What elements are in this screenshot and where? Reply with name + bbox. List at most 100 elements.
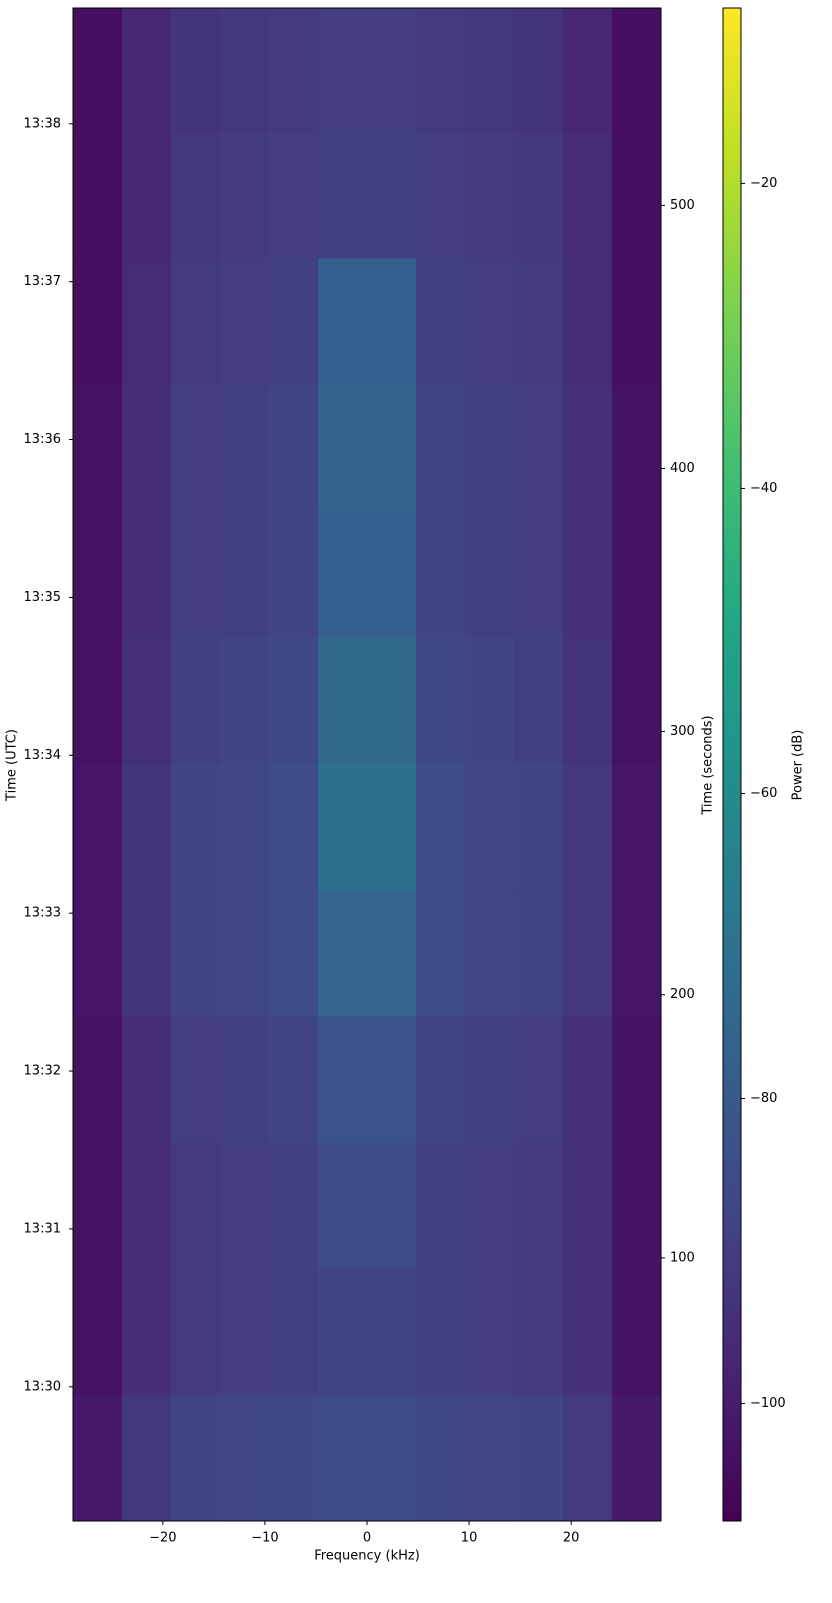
power-cell — [563, 1394, 613, 1522]
power-cell — [318, 8, 368, 133]
power-cell — [220, 8, 270, 133]
power-cell — [269, 8, 319, 133]
x-tick-label: −20 — [149, 1531, 176, 1546]
power-cell — [563, 8, 613, 133]
power-cell — [514, 889, 564, 1017]
colorbar — [722, 7, 742, 1522]
power-cell — [171, 8, 221, 133]
x-axis-label: Frequency (kHz) — [314, 1549, 420, 1564]
y2-tick-label: 200 — [670, 987, 695, 1002]
power-cell — [73, 384, 123, 512]
power-cell — [367, 763, 417, 890]
power-cell — [416, 636, 466, 764]
power-cell — [269, 257, 319, 385]
power-cell — [563, 257, 613, 385]
power-cell — [220, 1268, 270, 1396]
colorbar-tick-label: −40 — [750, 481, 777, 496]
power-cell — [171, 1268, 221, 1396]
power-cell — [269, 636, 319, 764]
heatmap — [73, 8, 662, 1522]
power-cell — [612, 8, 662, 133]
power-cell — [269, 1394, 319, 1522]
power-cell — [171, 636, 221, 764]
y-tick-label: 13:31 — [24, 1221, 61, 1236]
power-cell — [318, 510, 368, 638]
power-cell — [269, 131, 319, 259]
power-cell — [563, 889, 613, 1017]
power-cell — [269, 763, 319, 890]
power-cell — [73, 1142, 123, 1269]
power-cell — [220, 889, 270, 1017]
power-cell — [514, 1015, 564, 1143]
power-cell — [73, 8, 123, 133]
power-cell — [612, 1394, 662, 1522]
power-cell — [220, 384, 270, 512]
power-cell — [269, 1268, 319, 1396]
power-cell — [612, 1268, 662, 1396]
power-cell — [612, 636, 662, 764]
power-cell — [171, 1142, 221, 1269]
power-cell — [171, 510, 221, 638]
power-cell — [514, 510, 564, 638]
power-cell — [514, 1142, 564, 1269]
power-cell — [220, 1015, 270, 1143]
power-cell — [318, 763, 368, 890]
power-cell — [465, 1142, 515, 1269]
power-cell — [220, 131, 270, 259]
power-cell — [563, 1142, 613, 1269]
power-cell — [318, 1015, 368, 1143]
power-cell — [465, 510, 515, 638]
power-cell — [122, 384, 172, 512]
power-cell — [612, 1142, 662, 1269]
power-cell — [367, 636, 417, 764]
power-cell — [318, 257, 368, 385]
power-cell — [367, 1394, 417, 1522]
power-cell — [514, 1394, 564, 1522]
y-tick-label: 13:35 — [24, 590, 61, 605]
power-cell — [416, 257, 466, 385]
power-cell — [122, 131, 172, 259]
power-cell — [612, 1015, 662, 1143]
power-cell — [269, 889, 319, 1017]
power-cell — [220, 763, 270, 890]
power-cell — [514, 636, 564, 764]
power-cell — [514, 8, 564, 133]
y2-tick-label: 300 — [670, 724, 695, 739]
power-cell — [171, 1394, 221, 1522]
power-cell — [416, 889, 466, 1017]
power-cell — [563, 1268, 613, 1396]
y-tick-label: 13:36 — [24, 432, 61, 447]
power-cell — [416, 1015, 466, 1143]
x-tick-label: 20 — [563, 1531, 580, 1546]
power-cell — [220, 1394, 270, 1522]
power-cell — [171, 763, 221, 890]
power-cell — [220, 257, 270, 385]
power-cell — [416, 8, 466, 133]
power-cell — [563, 763, 613, 890]
power-cell — [465, 636, 515, 764]
power-cell — [367, 1268, 417, 1396]
power-cell — [220, 636, 270, 764]
power-cell — [465, 257, 515, 385]
y2-axis-label: Time (seconds) — [701, 715, 716, 815]
power-cell — [465, 8, 515, 133]
power-cell — [416, 1394, 466, 1522]
y-axis-label: Time (UTC) — [5, 729, 20, 802]
colorbar-tick-label: −60 — [750, 786, 777, 801]
power-cell — [416, 510, 466, 638]
power-cell — [563, 384, 613, 512]
power-cell — [367, 510, 417, 638]
power-cell — [563, 510, 613, 638]
power-cell — [465, 1015, 515, 1143]
power-cell — [73, 889, 123, 1017]
power-cell — [269, 1142, 319, 1269]
colorbar-tick-label: −80 — [750, 1091, 777, 1106]
power-cell — [465, 384, 515, 512]
y-tick-label: 13:37 — [24, 274, 61, 289]
power-cell — [465, 1268, 515, 1396]
power-cell — [514, 384, 564, 512]
power-cell — [465, 1394, 515, 1522]
y-tick-label: 13:32 — [24, 1064, 61, 1079]
power-cell — [465, 131, 515, 259]
